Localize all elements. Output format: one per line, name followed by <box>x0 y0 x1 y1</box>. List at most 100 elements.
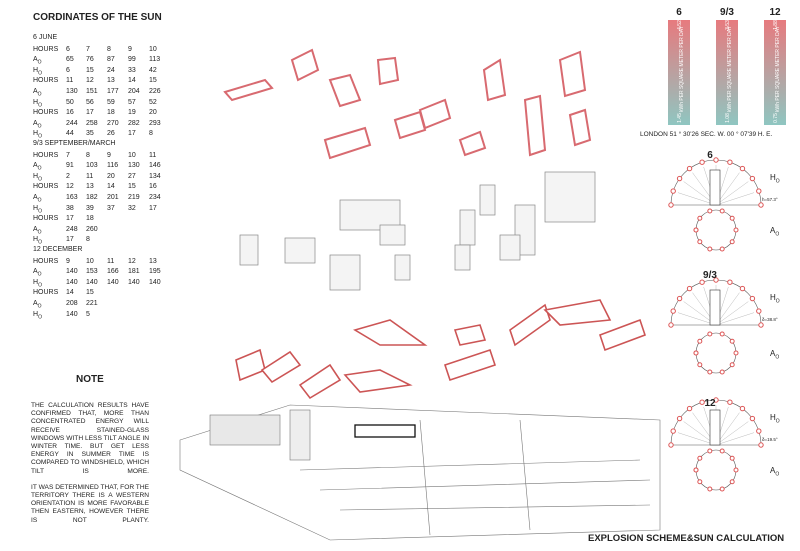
sun-dot <box>686 285 693 292</box>
sun-dot <box>713 277 719 283</box>
bar-label: 9/3 <box>720 7 734 18</box>
table-cell: 19 <box>128 109 136 117</box>
table-cell: 17 <box>66 215 74 223</box>
sun-dot <box>697 215 703 221</box>
table-row: HO 44 35 26 17 8 <box>33 129 163 139</box>
table-cell: HO <box>33 236 42 246</box>
table-cell: 10 <box>86 257 94 265</box>
sun-ray <box>715 301 749 326</box>
building-layer <box>239 171 596 291</box>
table-row: HO 140 5 <box>33 310 163 320</box>
table-cell: 258 <box>86 119 98 127</box>
table-row: AO 208 221 <box>33 299 163 309</box>
table-row: HO 140 140 140 140 140 <box>33 278 163 288</box>
sun-dot <box>707 246 713 252</box>
sun-dot <box>668 202 674 208</box>
table-cell: 140 <box>66 268 78 276</box>
table-cell: 219 <box>128 194 140 201</box>
table-cell: 140 <box>149 278 161 286</box>
table-cell: 33 <box>128 66 136 74</box>
subscript: O <box>38 176 42 183</box>
table-cell: 181 <box>128 268 140 276</box>
table-cell: 24 <box>107 66 115 74</box>
sun-dot <box>676 175 683 182</box>
table-row: HO 17 8 <box>33 235 163 245</box>
subscript: O <box>37 91 42 98</box>
sun-dot <box>719 208 725 214</box>
table-row: HO 2 11 20 27 134 <box>33 172 163 182</box>
subscript: O <box>37 165 42 172</box>
roof-layer <box>223 48 592 160</box>
table-cell: 11 <box>149 151 157 159</box>
table-cell: 35 <box>86 130 94 138</box>
footprint-layer <box>235 299 647 400</box>
table-cell: 201 <box>107 194 119 201</box>
table-cell: 17 <box>86 109 94 117</box>
subscript: O <box>775 354 780 361</box>
section-title: 12 DECEMBER <box>33 246 83 253</box>
sun-dot <box>670 428 676 434</box>
table-row: HOURS 16 17 18 19 20 <box>33 108 163 118</box>
sun-dot <box>697 362 703 368</box>
table-cell: HOURS <box>33 151 59 159</box>
sun-dot <box>699 399 705 405</box>
table-cell: AO <box>33 194 42 204</box>
table-cell: 140 <box>128 278 140 286</box>
bar-unit: kWh PER SQUARE METER PER DAY <box>679 25 685 113</box>
sun-dot <box>676 295 683 302</box>
sun-dot <box>756 188 762 194</box>
bar-label: 12 <box>769 7 781 18</box>
sun-dot <box>758 322 764 328</box>
title: CORDINATES OF THE SUN <box>33 12 162 23</box>
sun-dot <box>693 467 699 473</box>
table-cell: 177 <box>107 88 119 95</box>
table-row: AO 130 151 177 204 226 <box>33 87 163 97</box>
bar-label: 6 <box>676 7 682 18</box>
table-cell: 15 <box>86 289 94 297</box>
table-cell: 282 <box>128 119 140 127</box>
table-cell: 50 <box>66 98 74 106</box>
table-cell: 59 <box>107 98 115 106</box>
subscript: O <box>37 123 42 130</box>
table-row: HOURS 14 15 <box>33 288 163 298</box>
sun-building <box>709 409 721 446</box>
sun-dot <box>729 362 735 368</box>
table-cell: 221 <box>86 300 98 307</box>
table-cell: 5 <box>86 310 90 318</box>
table-cell: 91 <box>66 162 74 170</box>
table-cell: 87 <box>107 56 115 64</box>
table-cell: 234 <box>149 194 161 201</box>
sun-dot <box>707 369 713 375</box>
sun-dot <box>719 486 725 492</box>
sun-dot <box>733 467 739 473</box>
sun-ring <box>695 332 737 374</box>
table-cell: HO <box>33 310 42 320</box>
table-cell: 293 <box>149 119 161 127</box>
table-cell: 14 <box>128 77 136 85</box>
table-cell: 10 <box>128 151 136 159</box>
table-cell: HO <box>33 172 42 183</box>
table-cell: 140 <box>86 278 98 286</box>
table-cell: 44 <box>66 130 74 138</box>
table-cell: 140 <box>107 278 119 286</box>
table-cell: 103 <box>86 162 98 170</box>
sun-dot <box>739 165 746 172</box>
footer-title: EXPLOSION SCHEME&SUN CALCULATION <box>588 533 785 544</box>
energy-bar-shapes <box>668 20 786 125</box>
table-cell: 26 <box>107 130 115 138</box>
a-label: AO <box>770 466 780 478</box>
table-cell: 7 <box>86 45 90 53</box>
sun-dot <box>758 442 764 448</box>
table-cell: 6 <box>66 66 70 74</box>
subscript: O <box>775 178 780 185</box>
table-cell: 8 <box>149 130 153 138</box>
table-row: AO 91 103 116 130 146 <box>33 161 163 171</box>
table-row: HOURS 12 13 14 15 16 <box>33 182 163 192</box>
sun-dot <box>713 157 719 163</box>
table-cell: AO <box>33 56 42 66</box>
table-cell: HO <box>33 204 42 214</box>
table-cell: HOURS <box>33 45 59 53</box>
a-label: AO <box>770 226 780 238</box>
